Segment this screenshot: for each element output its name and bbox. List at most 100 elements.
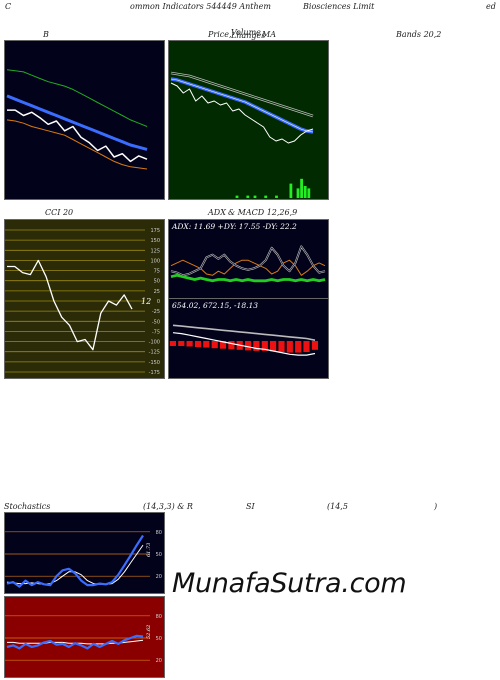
bollinger-chart bbox=[5, 41, 164, 199]
macd-histogram-bar bbox=[311, 341, 318, 350]
macd-histogram-bar bbox=[278, 341, 285, 352]
bands-title: Bands 20,2 bbox=[396, 30, 442, 39]
volume-bar bbox=[289, 183, 293, 198]
rsi-chart: 80 50 20 52.62 bbox=[5, 597, 164, 677]
macd-histogram-bar bbox=[211, 341, 218, 349]
cci-tick-label: -75 bbox=[152, 329, 160, 335]
price-panel bbox=[168, 40, 329, 200]
adx-chart: ADX: 11.69 +DY: 17.55 -DY: 22.2 bbox=[169, 220, 328, 298]
stoch-tick-label: 50 bbox=[156, 552, 162, 558]
volume-bar bbox=[307, 188, 311, 198]
adx-line bbox=[170, 273, 326, 283]
header-suffix: ed bbox=[486, 2, 496, 11]
cci-tick-label: -150 bbox=[149, 360, 160, 366]
stochastics-chart: 80 50 20 61.73 bbox=[5, 513, 164, 593]
stoch-title-b: (14,3,3) & R bbox=[143, 502, 193, 511]
bb-mid-line bbox=[6, 94, 148, 151]
macd-histogram-bar bbox=[186, 341, 193, 347]
rsi-tick-label: 50 bbox=[156, 636, 162, 642]
cci-line bbox=[7, 259, 133, 351]
macd-histogram-bar bbox=[203, 341, 210, 348]
bb-upper-line bbox=[6, 69, 148, 127]
minus-di-line bbox=[170, 259, 326, 276]
stoch-tick-label: 80 bbox=[156, 530, 162, 536]
volume-bar bbox=[264, 195, 268, 198]
volume-bar bbox=[300, 178, 303, 198]
cci-tick-label: 0 bbox=[157, 299, 160, 305]
cci-title: CCI 20 bbox=[45, 208, 74, 217]
stochastics-panel: 80 50 20 61.73 bbox=[4, 512, 165, 594]
bb-lower-line bbox=[6, 119, 148, 170]
macd-readout: 654.02, 672.15, -18.13 bbox=[172, 301, 258, 310]
cci-tick-label: 100 bbox=[150, 258, 160, 264]
cci-tick-label: 125 bbox=[150, 248, 160, 254]
macd-chart: 654.02, 672.15, -18.13 bbox=[169, 299, 328, 378]
cci-value-label: 12 bbox=[141, 297, 151, 306]
macd-signal-line bbox=[172, 324, 316, 341]
stoch-value-label: 61.73 bbox=[146, 543, 152, 557]
plus-di-inner bbox=[170, 246, 326, 276]
bb-price-line bbox=[7, 109, 148, 163]
macd-panel: 654.02, 672.15, -18.13 bbox=[168, 298, 329, 379]
ma-title: MA bbox=[262, 30, 276, 39]
volume-bar bbox=[246, 195, 250, 198]
stoch-title-d: (14,5 bbox=[327, 502, 348, 511]
cci-tick-label: 25 bbox=[154, 289, 160, 295]
header-c: C bbox=[5, 2, 12, 11]
stoch-title-c: SI bbox=[246, 502, 255, 511]
adx-title: ADX bbox=[208, 208, 226, 217]
macd-histogram-bar bbox=[270, 341, 277, 352]
volume-bar bbox=[235, 195, 239, 198]
cci-chart: 175 150 125 100 75 50 25 0 -25 -50 -75 -100 -125 -150… bbox=[5, 220, 164, 378]
macd-histogram-bar bbox=[169, 341, 176, 346]
macd-title: & MACD 12,26,9 bbox=[228, 208, 298, 217]
cci-panel: 175 150 125 100 75 50 25 0 -25 -50 -75 -100 -125 -150… bbox=[4, 219, 165, 379]
macd-histogram-bar bbox=[219, 341, 227, 349]
volume-bar bbox=[296, 188, 300, 198]
volume-bar bbox=[253, 195, 257, 198]
price-title: Price, bbox=[208, 30, 232, 39]
volume-title-b: Lhanges bbox=[231, 31, 266, 40]
rsi-panel: 80 50 20 52.62 bbox=[4, 596, 165, 678]
bb-title: B bbox=[43, 30, 49, 39]
volume-bar bbox=[303, 186, 307, 198]
rsi-tick-label: 20 bbox=[156, 658, 162, 664]
macd-histogram-bar bbox=[245, 341, 252, 351]
cci-tick-label: 75 bbox=[154, 269, 160, 275]
header-title: ommon Indicators 544449 Anthem bbox=[130, 2, 271, 11]
rsi-tick-label: 80 bbox=[156, 614, 162, 620]
cci-tick-label: -125 bbox=[149, 350, 160, 356]
stoch-title-e: ) bbox=[434, 502, 438, 511]
price-line bbox=[170, 82, 314, 144]
macd-histogram-bar bbox=[261, 341, 268, 351]
macd-line bbox=[172, 332, 316, 356]
macd-histogram-bar bbox=[303, 341, 310, 352]
macd-histogram-bar bbox=[178, 341, 185, 346]
stoch-tick-label: 20 bbox=[156, 574, 162, 580]
cci-tick-label: -50 bbox=[152, 319, 160, 325]
macd-histogram-bar bbox=[253, 341, 260, 351]
rsi-value-label: 52.62 bbox=[146, 625, 152, 639]
macd-histogram-bar bbox=[228, 341, 235, 350]
macd-histogram-bar bbox=[194, 341, 202, 348]
adx-readout: ADX: 11.69 +DY: 17.55 -DY: 22.2 bbox=[171, 222, 297, 231]
cci-tick-label: -100 bbox=[149, 340, 160, 346]
volume-title-a: Volume bbox=[231, 28, 261, 37]
adx-panel: ADX: 11.69 +DY: 17.55 -DY: 22.2 bbox=[168, 219, 329, 299]
cci-tick-label: 50 bbox=[154, 279, 160, 285]
stoch-k-line bbox=[6, 534, 144, 588]
rsi-line bbox=[6, 634, 144, 650]
volume-bar bbox=[275, 195, 278, 198]
cci-tick-label: 175 bbox=[150, 228, 160, 234]
watermark: MunafaSutra.com bbox=[172, 568, 407, 599]
macd-histogram-bar bbox=[295, 341, 302, 353]
macd-histogram-bar bbox=[286, 341, 293, 353]
cci-tick-label: -175 bbox=[149, 370, 160, 376]
ma-fast-inner bbox=[170, 78, 314, 133]
bollinger-panel bbox=[4, 40, 165, 200]
cci-tick-label: -25 bbox=[152, 309, 160, 315]
price-chart bbox=[169, 41, 328, 199]
cci-tick-label: 150 bbox=[150, 238, 160, 244]
ma-slow-inner bbox=[170, 72, 314, 117]
header-company: Biosciences Limit bbox=[303, 2, 375, 11]
